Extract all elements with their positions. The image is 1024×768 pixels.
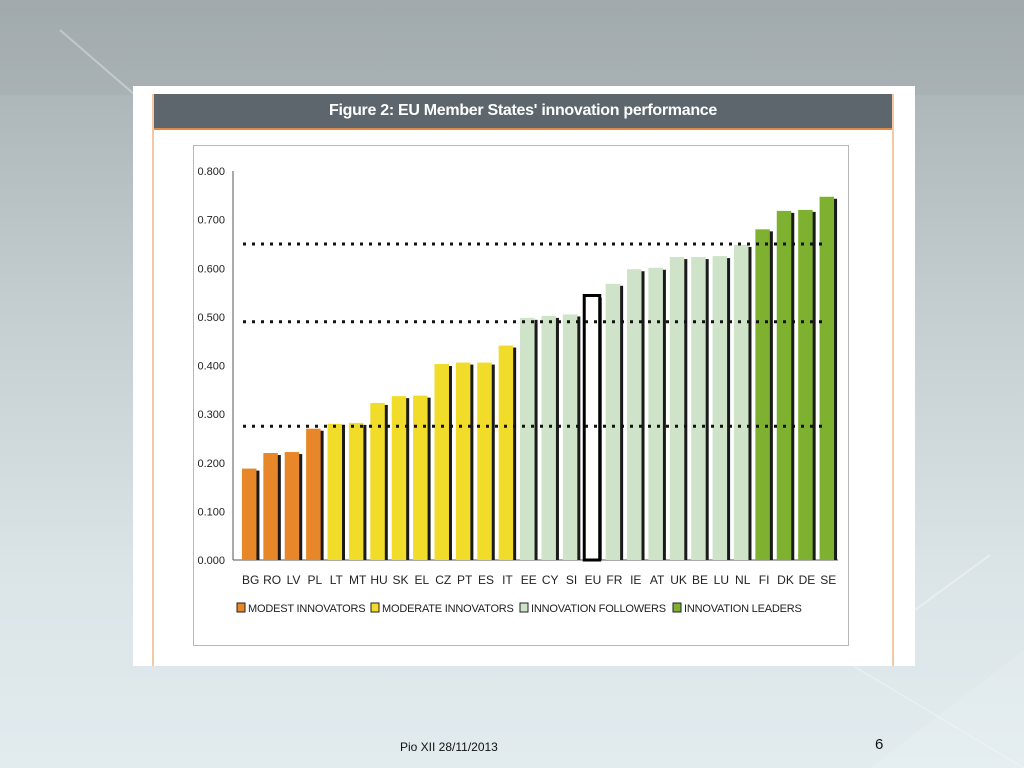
x-tick-label: LV: [287, 573, 301, 587]
x-tick-label: EE: [521, 573, 537, 587]
x-tick-label: DK: [777, 573, 794, 587]
y-tick-label: 0.000: [197, 555, 225, 567]
x-tick-label: LU: [714, 573, 729, 587]
bar-eu: [582, 293, 602, 562]
chart-picture: Figure 2: EU Member States' innovation p…: [133, 86, 915, 666]
x-tick-label: RO: [263, 573, 281, 587]
y-tick-label: 0.600: [197, 263, 225, 275]
x-tick-label: FI: [759, 573, 770, 587]
bar-cy: [541, 315, 556, 560]
bar-pt: [455, 362, 471, 560]
x-tick-label: UK: [670, 573, 687, 587]
y-tick-label: 0.800: [197, 166, 225, 178]
bar-de: [798, 209, 813, 560]
x-tick-label: LT: [330, 573, 344, 587]
bar-pl: [306, 428, 321, 560]
x-tick-label: NL: [735, 573, 751, 587]
y-tick-label: 0.100: [197, 506, 225, 518]
figure-title: Figure 2: EU Member States' innovation p…: [154, 94, 892, 130]
x-tick-label: BE: [692, 573, 708, 587]
x-tick-label: PL: [308, 573, 323, 587]
page-number: 6: [875, 736, 884, 753]
bar-cz: [434, 364, 449, 560]
bar-it: [498, 345, 514, 560]
bar-lu: [712, 256, 728, 560]
bar-chart: 0.000 0.100 0.200 0.300 0.400 0.500 0.600 0.700…: [193, 145, 849, 646]
bar-mt: [348, 422, 364, 560]
x-tick-label: FR: [606, 573, 622, 587]
y-tick-label: 0.400: [197, 361, 225, 373]
legend-label-moderate: MODERATE INNOVATORS: [382, 603, 514, 615]
legend-swatch-follower: [519, 602, 529, 613]
bar-ie: [627, 269, 642, 560]
legend-swatch-leader: [672, 602, 682, 613]
bar-hu: [370, 402, 385, 560]
x-tick-label: CZ: [435, 573, 451, 587]
footer-text: Pio XII 28/11/2013: [400, 740, 498, 754]
bar-dk: [776, 210, 792, 560]
x-tick-label: SE: [820, 573, 836, 587]
x-tick-label: EU: [585, 573, 602, 587]
bar-bg: [241, 468, 257, 560]
y-tick-label: 0.500: [197, 312, 225, 324]
y-tick-label: 0.300: [197, 409, 225, 421]
bar-lv: [284, 452, 300, 560]
x-tick-label: SI: [566, 573, 577, 587]
bar-se: [819, 196, 835, 561]
legend-label-follower: INNOVATION FOLLOWERS: [531, 603, 666, 615]
legend-swatch-moderate: [370, 602, 380, 613]
y-tick-label: 0.700: [197, 215, 225, 227]
bar-fr: [605, 283, 621, 560]
legend-label-leader: INNOVATION LEADERS: [684, 603, 802, 615]
bar-uk: [669, 257, 685, 560]
bar-fi: [755, 229, 770, 560]
x-tick-label: PT: [457, 573, 473, 587]
bar-nl: [733, 244, 749, 560]
x-tick-label: BG: [242, 573, 259, 587]
bar-el: [413, 395, 428, 560]
bar-si: [562, 314, 578, 560]
bar-ro: [263, 453, 278, 560]
x-tick-label: ES: [478, 573, 494, 587]
bar-sk: [391, 396, 407, 560]
bar-lt: [327, 423, 343, 560]
x-tick-label: HU: [370, 573, 387, 587]
chart-area: 0.000 0.100 0.200 0.300 0.400 0.500 0.600 0.700…: [193, 145, 890, 667]
legend-swatch-modest: [236, 602, 246, 613]
legend-label-modest: MODEST INNOVATORS: [248, 603, 365, 615]
bar-es: [477, 362, 492, 560]
x-tick-label: AT: [650, 573, 665, 587]
x-tick-label: MT: [349, 573, 367, 587]
x-tick-label: IE: [630, 573, 641, 587]
figure-panel: Figure 2: EU Member States' innovation p…: [152, 94, 894, 666]
x-tick-label: EL: [414, 573, 429, 587]
bar-ee: [520, 317, 535, 560]
x-tick-label: SK: [392, 573, 408, 587]
x-tick-label: IT: [502, 573, 513, 587]
x-tick-label: DE: [799, 573, 816, 587]
bar-be: [691, 257, 706, 560]
bar-at: [648, 267, 663, 560]
y-tick-label: 0.200: [197, 458, 225, 470]
x-tick-label: CY: [542, 573, 559, 587]
